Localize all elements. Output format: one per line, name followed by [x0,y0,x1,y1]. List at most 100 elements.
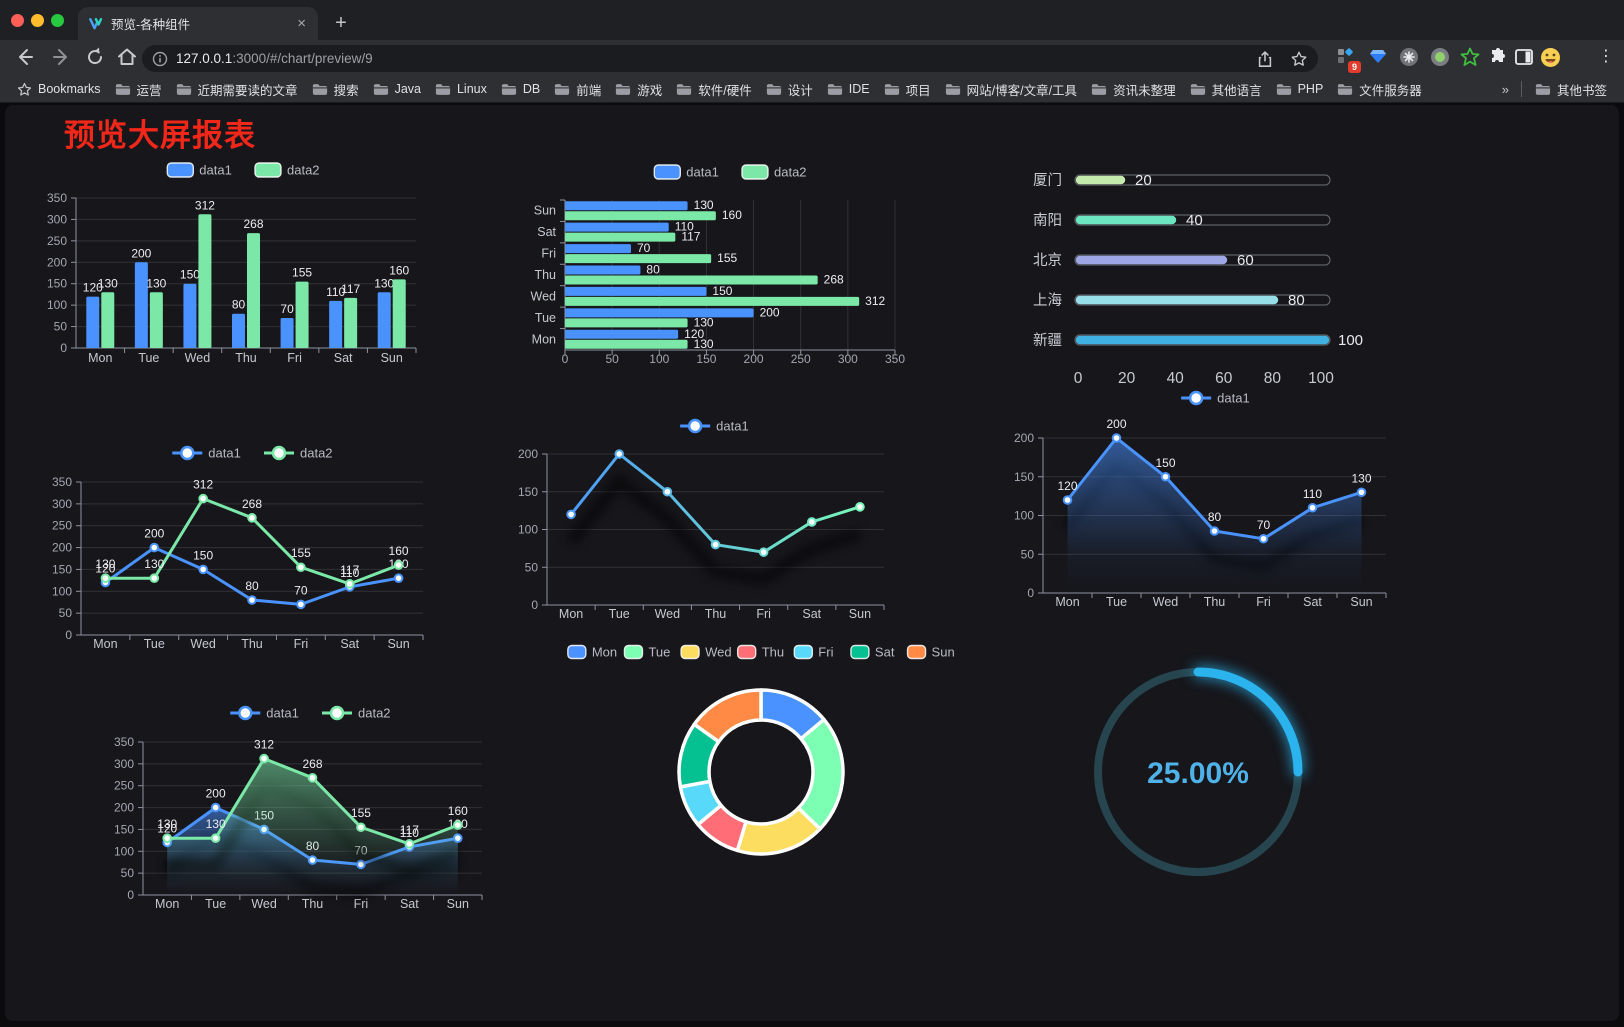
svg-text:Wed: Wed [251,897,277,911]
svg-text:100: 100 [52,584,72,598]
folder-icon [501,83,516,95]
svg-text:0: 0 [60,341,67,355]
command-extension-icon[interactable] [1399,47,1419,67]
recorder-extension-icon[interactable] [1430,47,1450,67]
svg-text:110: 110 [675,220,694,234]
gem-extension-icon[interactable] [1369,47,1387,65]
svg-text:155: 155 [291,546,311,560]
grid-extension-icon[interactable] [1336,47,1354,65]
svg-text:Fri: Fri [294,637,309,651]
close-window-button[interactable] [11,14,24,27]
svg-text:Mon: Mon [559,607,583,621]
svg-text:110: 110 [400,826,419,840]
svg-text:300: 300 [47,212,67,226]
svg-text:0: 0 [1027,586,1034,600]
green-star-extension-icon[interactable] [1460,47,1480,67]
svg-text:Sat: Sat [400,897,419,911]
bookmark-folder[interactable]: 游戏 [608,80,669,99]
reload-button[interactable] [84,46,106,68]
svg-text:130: 130 [1351,471,1371,485]
back-button[interactable] [14,46,36,68]
svg-text:117: 117 [681,230,700,244]
bookmark-folder-label: 文件服务器 [1359,83,1422,98]
svg-text:150: 150 [1014,470,1034,484]
bookmark-folder[interactable]: 前端 [547,80,608,99]
other-bookmarks-label: 其他书签 [1556,83,1607,98]
address-bar[interactable]: 127.0.0.1:3000/#/chart/preview/9 [142,45,1318,72]
home-button[interactable] [116,46,138,68]
svg-text:200: 200 [1014,431,1034,445]
bookmark-folder[interactable]: PHP [1269,82,1331,96]
svg-text:250: 250 [791,352,811,366]
svg-text:150: 150 [193,548,213,562]
svg-text:130: 130 [374,276,394,290]
chart-hbar-grouped: data1 data2 0 50 100 150 200 250 300 350 Sun 130 160… [500,150,905,370]
bookmark-folder[interactable]: 资讯未整理 [1084,80,1183,99]
bookmark-folder[interactable]: DB [494,82,547,96]
bookmark-star-icon[interactable] [1290,50,1308,68]
svg-text:350: 350 [52,475,72,489]
bookmark-folder[interactable]: 项目 [877,80,938,99]
svg-text:160: 160 [389,263,409,277]
svg-text:117: 117 [341,282,360,296]
bookmark-folder[interactable]: IDE [820,82,877,96]
share-icon[interactable] [1256,50,1274,68]
bookmark-folder[interactable]: Linux [428,82,494,96]
svg-text:250: 250 [47,234,67,248]
bookmark-folder[interactable]: 网站/博客/文章/工具 [938,80,1084,99]
bookmarks-manager-button[interactable]: Bookmarks [10,82,108,97]
new-tab-button[interactable]: + [335,12,347,34]
forward-button[interactable] [50,46,72,68]
bookmarks-bar-right: » 其他书签 [1496,80,1614,99]
svg-text:Tue: Tue [535,311,556,325]
bookmarks-overflow-button[interactable]: » [1501,81,1509,97]
bookmark-folder[interactable]: Java [366,82,428,96]
svg-text:Mon: Mon [155,897,179,911]
bookmark-folder[interactable]: 文件服务器 [1330,80,1429,99]
menu-button[interactable]: ⋮ [1598,48,1614,65]
svg-text:Sat: Sat [875,645,895,660]
svg-text:data2: data2 [287,163,320,178]
svg-text:Wed: Wed [1153,595,1179,609]
svg-text:100: 100 [1014,509,1034,523]
svg-text:Fri: Fri [818,645,833,660]
site-info-icon[interactable] [152,51,168,67]
bookmark-folder-label: 项目 [905,83,931,98]
bookmark-folder[interactable]: 搜索 [305,80,366,99]
bookmark-folder-label: 运营 [136,83,162,98]
svg-text:117: 117 [340,563,359,577]
svg-text:50: 50 [54,320,68,334]
bookmark-folder[interactable]: 其他语言 [1183,80,1269,99]
bookmark-folder[interactable]: 软件/硬件 [669,80,758,99]
svg-text:data1: data1 [686,165,719,180]
svg-text:300: 300 [114,757,134,771]
bookmark-folder[interactable]: 运营 [108,80,169,99]
folder-icon [1338,83,1353,95]
other-bookmarks-folder[interactable]: 其他书签 [1528,80,1614,99]
svg-text:0: 0 [1074,370,1083,387]
svg-text:130: 130 [694,337,714,351]
side-panel-icon[interactable] [1514,47,1534,67]
tab-preview-components[interactable]: 预览-各种组件 × [78,7,318,40]
svg-text:130: 130 [694,198,714,212]
bookmark-folder-label: 其他语言 [1211,83,1262,98]
svg-text:200: 200 [744,352,764,366]
zoom-window-button[interactable] [51,14,64,27]
svg-text:80: 80 [646,263,660,277]
tab-favicon [89,18,103,30]
extensions-puzzle-icon[interactable] [1488,47,1508,67]
svg-text:Tue: Tue [205,897,226,911]
emoji-extension-icon[interactable] [1540,47,1561,68]
minimize-window-button[interactable] [31,14,44,27]
bookmark-folder[interactable]: 近期需要读的文章 [169,80,305,99]
svg-text:Fri: Fri [541,247,556,261]
chart-area-two: data1 data2 0 50 100 150 200 250 300 350 Mon Tue Wed… [100,680,500,920]
bookmark-folder-label: 设计 [787,83,813,98]
svg-text:130: 130 [694,315,714,329]
svg-text:Wed: Wed [655,607,681,621]
tab-close-icon[interactable]: × [297,15,306,32]
bookmark-folder[interactable]: 设计 [759,80,820,99]
svg-text:120: 120 [684,327,704,341]
svg-text:268: 268 [243,217,263,231]
svg-text:155: 155 [717,251,737,265]
